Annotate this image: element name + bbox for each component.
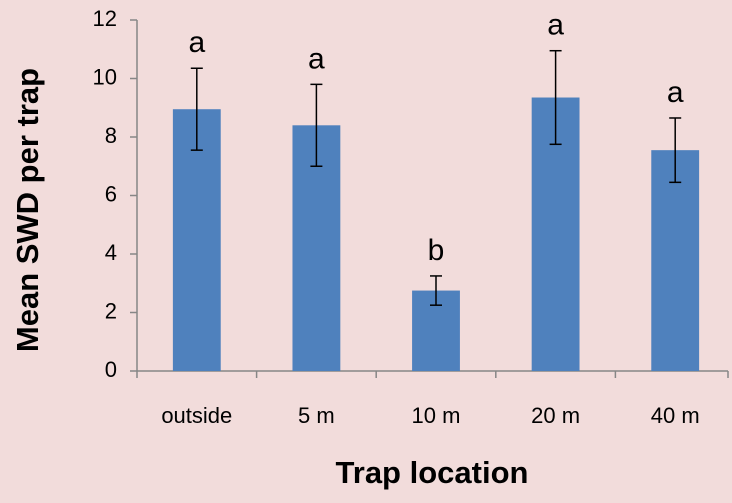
annotation: a [308, 42, 325, 75]
y-tick-label: 12 [93, 6, 117, 31]
y-tick-label: 4 [105, 240, 117, 265]
bar [172, 109, 221, 372]
y-axis-title: Mean SWD per trap [10, 68, 45, 352]
annotation: b [428, 234, 445, 267]
y-tick-label: 0 [105, 357, 117, 382]
annotation: a [547, 9, 564, 42]
x-tick-label: 20 m [531, 403, 580, 428]
y-tick-label: 8 [105, 123, 117, 148]
annotation: a [188, 26, 205, 59]
x-tick-label: 40 m [651, 403, 700, 428]
x-tick-label: 5 m [298, 403, 335, 428]
x-axis-title: Trap location [336, 455, 529, 490]
y-tick-label: 10 [93, 64, 117, 89]
x-tick-label: 10 m [412, 403, 461, 428]
y-tick-label: 6 [105, 181, 117, 206]
x-tick-label: outside [161, 403, 232, 428]
bar [651, 150, 700, 371]
y-tick-label: 2 [105, 298, 117, 323]
annotation: a [667, 76, 684, 109]
